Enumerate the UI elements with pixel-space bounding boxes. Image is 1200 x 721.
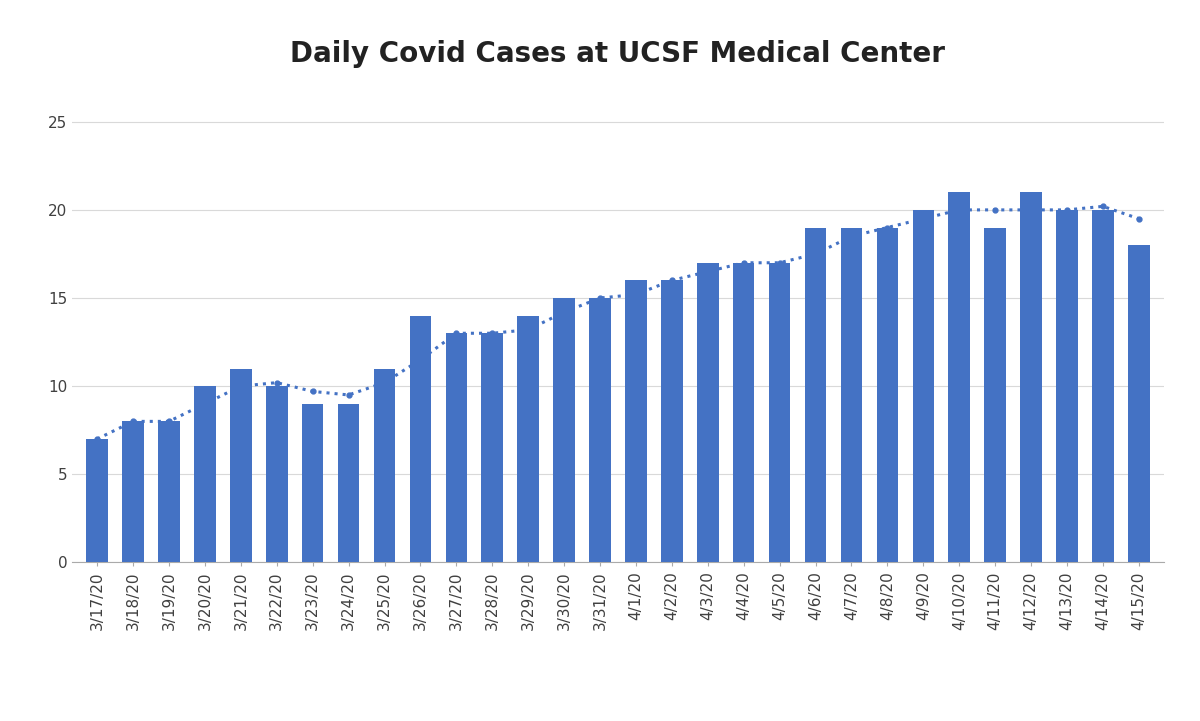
- Bar: [769, 262, 791, 562]
- Bar: [1128, 245, 1150, 562]
- Bar: [445, 333, 467, 562]
- Bar: [373, 368, 395, 562]
- Title: Daily Covid Cases at UCSF Medical Center: Daily Covid Cases at UCSF Medical Center: [290, 40, 946, 68]
- Bar: [302, 404, 324, 562]
- Bar: [805, 228, 827, 562]
- Bar: [697, 262, 719, 562]
- Bar: [948, 193, 970, 562]
- Bar: [230, 368, 252, 562]
- Bar: [122, 421, 144, 562]
- Bar: [409, 316, 431, 562]
- Bar: [877, 228, 898, 562]
- Bar: [1056, 210, 1078, 562]
- Bar: [517, 316, 539, 562]
- Bar: [625, 280, 647, 562]
- Bar: [1020, 193, 1042, 562]
- Bar: [841, 228, 863, 562]
- Bar: [553, 298, 575, 562]
- Bar: [481, 333, 503, 562]
- Bar: [158, 421, 180, 562]
- Bar: [86, 439, 108, 562]
- Bar: [266, 386, 288, 562]
- Bar: [733, 262, 755, 562]
- Bar: [661, 280, 683, 562]
- Bar: [1092, 210, 1114, 562]
- Bar: [589, 298, 611, 562]
- Bar: [194, 386, 216, 562]
- Bar: [912, 210, 934, 562]
- Bar: [984, 228, 1006, 562]
- Bar: [338, 404, 359, 562]
